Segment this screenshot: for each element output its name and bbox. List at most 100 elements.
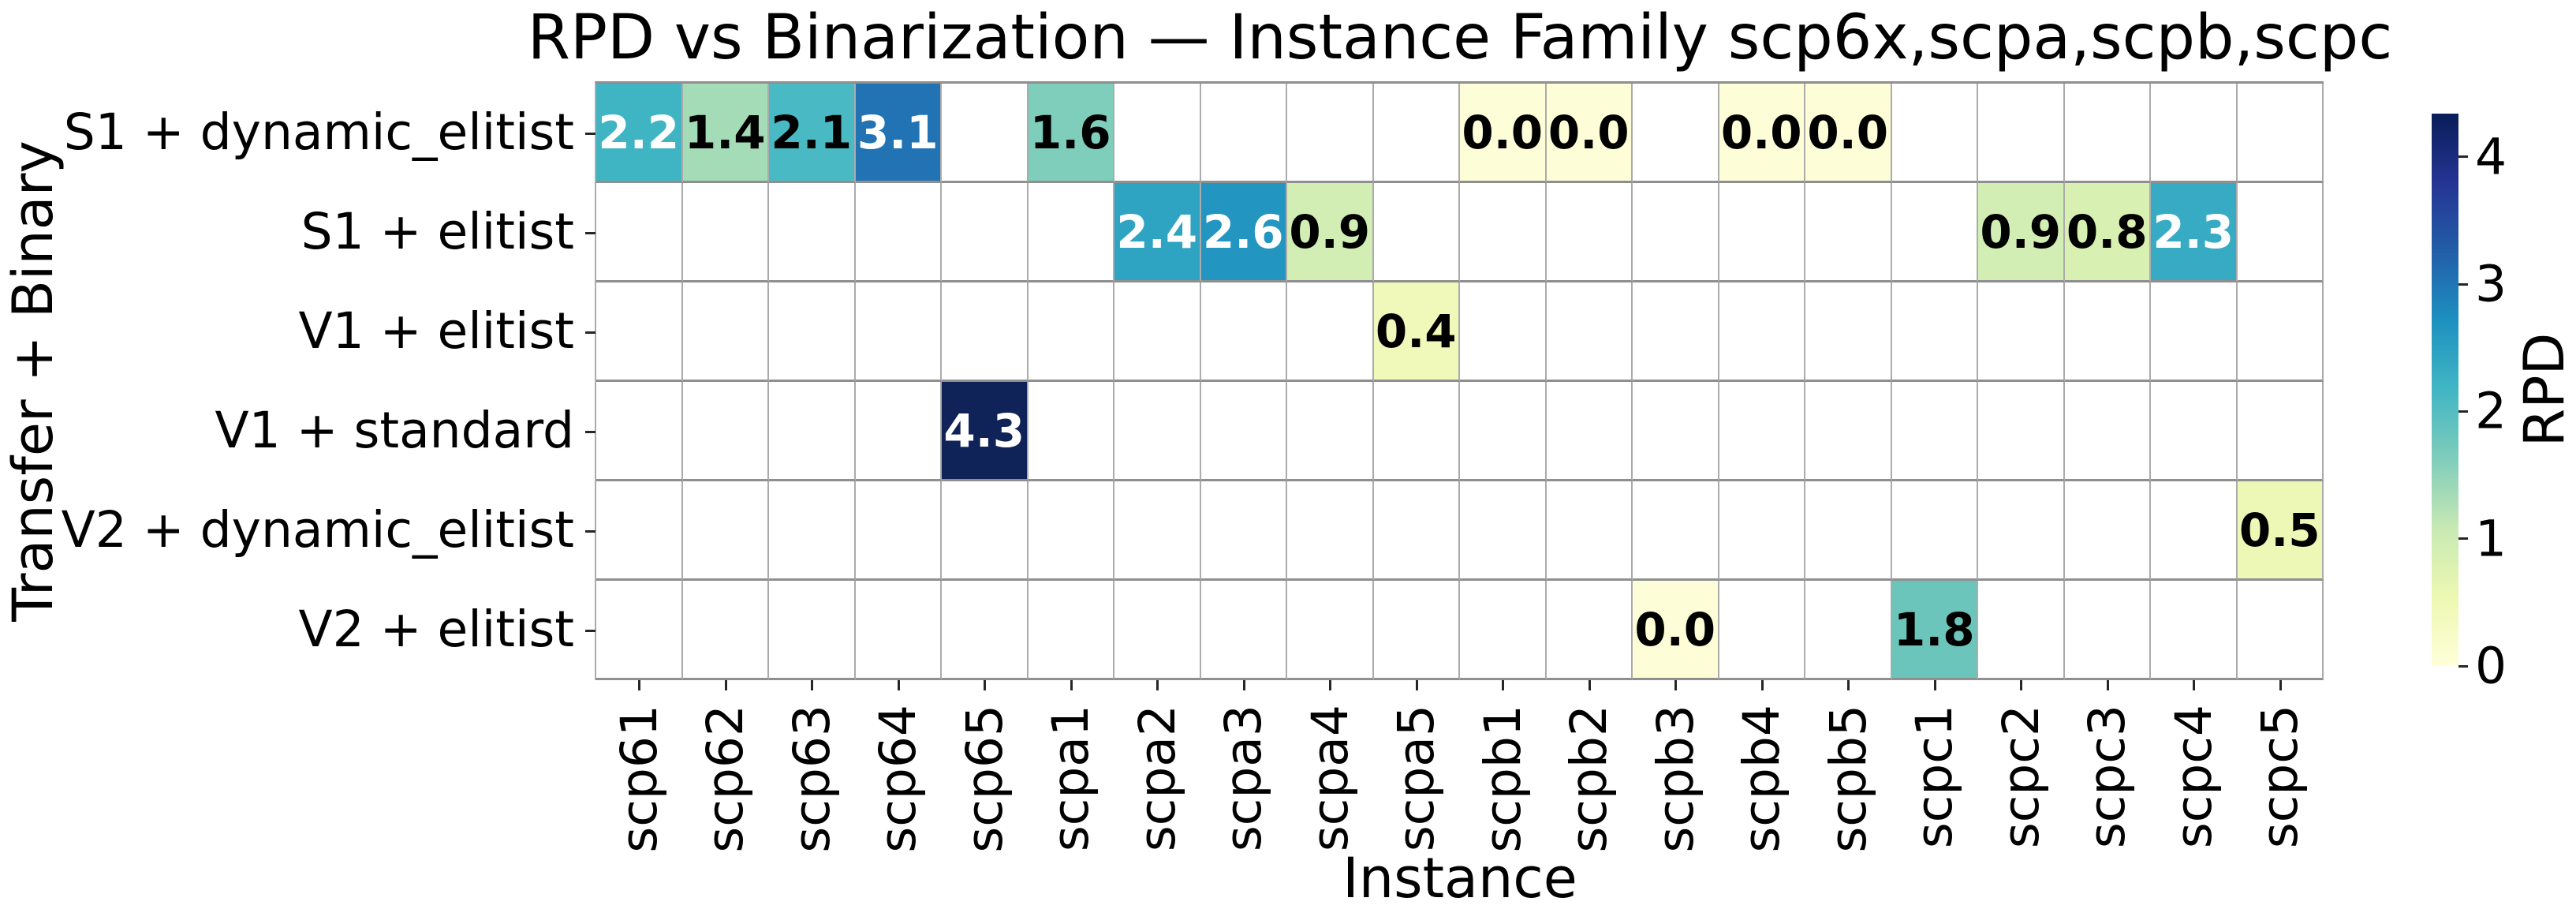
heatmap-cell-S1 + elitist-scpb5 xyxy=(1805,183,1892,282)
heatmap-cell-V1 + standard-scpa4 xyxy=(1287,382,1374,481)
heatmap-cell-S1 + elitist-scpc1 xyxy=(1891,183,1978,282)
y-tick-mark xyxy=(585,331,595,334)
x-tick-mark xyxy=(1502,680,1505,690)
x-tick-label-scpb1: scpb1 xyxy=(1473,705,1532,853)
heatmap-cell-S1 + elitist-scp65 xyxy=(942,183,1029,282)
heatmap-cell-V2 + elitist-scpa4 xyxy=(1287,581,1374,680)
heatmap-cell-V2 + dynamic_elitist-scpb1 xyxy=(1460,481,1547,581)
colorbar-tick-label-0: 0 xyxy=(2475,637,2507,695)
colorbar-tick-label-2: 2 xyxy=(2475,382,2507,440)
x-tick-label-scpb2: scpb2 xyxy=(1560,705,1618,853)
x-tick-label-scpc5: scpc5 xyxy=(2251,705,2309,849)
colorbar-label: RPD xyxy=(2512,332,2576,447)
x-tick-label-scp63: scp63 xyxy=(782,705,841,853)
x-tick-label-scpc4: scpc4 xyxy=(2164,705,2223,849)
x-tick-mark xyxy=(638,680,641,690)
heatmap-cell-V2 + dynamic_elitist-scp61 xyxy=(596,481,683,581)
x-tick-mark xyxy=(1674,680,1678,690)
x-tick-mark xyxy=(984,680,987,690)
y-tick-label-S1 + dynamic_elitist: S1 + dynamic_elitist xyxy=(63,103,574,162)
heatmap-cell-S1 + elitist-scp63 xyxy=(769,183,856,282)
heatmap-cell-S1 + dynamic_elitist-scpa3 xyxy=(1200,84,1287,183)
cell-value: 2.4 xyxy=(1116,204,1198,259)
heatmap-cell-S1 + dynamic_elitist-scpa4 xyxy=(1287,84,1374,183)
x-tick-mark xyxy=(1415,680,1418,690)
y-tick-mark xyxy=(585,430,595,433)
heatmap-cell-V2 + elitist-scpb2 xyxy=(1546,581,1633,680)
cell-value: 4.3 xyxy=(943,403,1025,458)
heatmap-cell-V1 + standard-scpc5 xyxy=(2237,382,2324,481)
x-tick-mark xyxy=(1070,680,1073,690)
heatmap-cell-V1 + elitist-scp61 xyxy=(596,282,683,382)
x-tick-mark xyxy=(1588,680,1591,690)
heatmap-cell-S1 + elitist-scpa3: 2.6 xyxy=(1200,183,1287,282)
cell-value: 0.0 xyxy=(1720,105,1802,159)
colorbar-tick-label-3: 3 xyxy=(2475,255,2507,313)
heatmap-cell-S1 + elitist-scpc5 xyxy=(2237,183,2324,282)
x-tick-mark xyxy=(1242,680,1245,690)
cell-value: 0.8 xyxy=(2066,204,2148,259)
x-tick-label-scpb5: scpb5 xyxy=(1819,705,1877,853)
heatmap-cell-V1 + standard-scpa5 xyxy=(1373,382,1460,481)
heatmap-cell-V2 + elitist-scpa1 xyxy=(1028,581,1114,680)
heatmap-cell-V1 + elitist-scpb4 xyxy=(1719,282,1805,382)
cell-value: 0.0 xyxy=(1634,602,1716,657)
x-tick-mark xyxy=(2106,680,2109,690)
heatmap-cell-V2 + elitist-scpc5 xyxy=(2237,581,2324,680)
x-tick-mark xyxy=(1760,680,1764,690)
heatmap-cell-V1 + standard-scpb4 xyxy=(1719,382,1805,481)
heatmap-cell-V2 + elitist-scpb1 xyxy=(1460,581,1547,680)
x-tick-mark xyxy=(897,680,900,690)
heatmap-cell-V1 + elitist-scpa5: 0.4 xyxy=(1373,282,1460,382)
heatmap-cell-S1 + dynamic_elitist-scpc1 xyxy=(1891,84,1978,183)
heatmap-cell-S1 + dynamic_elitist-scpb1: 0.0 xyxy=(1460,84,1547,183)
cell-value: 2.2 xyxy=(598,105,680,159)
heatmap-cell-S1 + dynamic_elitist-scp61: 2.2 xyxy=(596,84,683,183)
cell-value: 0.0 xyxy=(1462,105,1544,159)
x-tick-label-scpc1: scpc1 xyxy=(1906,705,1964,849)
heatmap-cell-V2 + dynamic_elitist-scpc3 xyxy=(2064,481,2151,581)
cell-value: 2.6 xyxy=(1202,204,1284,259)
y-tick-label-S1 + elitist: S1 + elitist xyxy=(301,203,574,261)
heatmap-cell-S1 + elitist-scpa5 xyxy=(1373,183,1460,282)
heatmap-cell-V1 + elitist-scpa4 xyxy=(1287,282,1374,382)
heatmap-grid: 2.2 1.4 2.1 3.1 1.6 0.0 0.0 0.0 0.0 2.4 2.6 0.9 0.9 0… xyxy=(595,81,2324,680)
heatmap-cell-V2 + dynamic_elitist-scp63 xyxy=(769,481,856,581)
chart-title: RPD vs Binarization — Instance Family sc… xyxy=(527,2,2393,73)
cell-value: 1.6 xyxy=(1029,105,1111,159)
heatmap-cell-V2 + dynamic_elitist-scpc1 xyxy=(1891,481,1978,581)
heatmap-cell-S1 + elitist-scpa2: 2.4 xyxy=(1114,183,1201,282)
cell-value: 0.9 xyxy=(1289,204,1371,259)
colorbar-tick-label-1: 1 xyxy=(2475,510,2507,568)
heatmap-cell-S1 + dynamic_elitist-scpb4: 0.0 xyxy=(1719,84,1805,183)
heatmap-cell-S1 + dynamic_elitist-scpb2: 0.0 xyxy=(1546,84,1633,183)
heatmap-cell-V1 + standard-scpa2 xyxy=(1114,382,1201,481)
heatmap-cell-S1 + elitist-scpb3 xyxy=(1633,183,1719,282)
heatmap-cell-S1 + dynamic_elitist-scpc2 xyxy=(1978,84,2065,183)
x-tick-label-scpa3: scpa3 xyxy=(1215,705,1273,852)
x-tick-label-scp65: scp65 xyxy=(955,705,1014,853)
colorbar-tick-mark xyxy=(2458,282,2468,286)
heatmap-cell-V2 + dynamic_elitist-scp64 xyxy=(855,481,942,581)
heatmap-cell-V1 + elitist-scpb2 xyxy=(1546,282,1633,382)
heatmap-cell-S1 + elitist-scp61 xyxy=(596,183,683,282)
heatmap-cell-S1 + dynamic_elitist-scpa1: 1.6 xyxy=(1028,84,1114,183)
heatmap-cell-V2 + elitist-scp63 xyxy=(769,581,856,680)
colorbar-tick-mark xyxy=(2458,537,2468,541)
colorbar xyxy=(2432,114,2458,666)
heatmap-cell-V1 + elitist-scpa1 xyxy=(1028,282,1114,382)
heatmap-cell-V1 + standard-scpc2 xyxy=(1978,382,2065,481)
heatmap-cell-S1 + dynamic_elitist-scpa2 xyxy=(1114,84,1201,183)
heatmap-cell-S1 + elitist-scp62 xyxy=(682,183,769,282)
heatmap-cell-V2 + dynamic_elitist-scpb4 xyxy=(1719,481,1805,581)
cell-value: 0.4 xyxy=(1375,304,1457,358)
heatmap-cell-V2 + dynamic_elitist-scpa3 xyxy=(1200,481,1287,581)
heatmap-cell-V1 + elitist-scp64 xyxy=(855,282,942,382)
cell-value: 0.5 xyxy=(2238,503,2320,557)
heatmap-cell-V1 + standard-scp65: 4.3 xyxy=(942,382,1029,481)
heatmap-cell-S1 + dynamic_elitist-scpa5 xyxy=(1373,84,1460,183)
heatmap-cell-V2 + elitist-scpb3: 0.0 xyxy=(1633,581,1719,680)
heatmap-cell-S1 + elitist-scpc3: 0.8 xyxy=(2064,183,2151,282)
heatmap-cell-V1 + standard-scpc1 xyxy=(1891,382,1978,481)
